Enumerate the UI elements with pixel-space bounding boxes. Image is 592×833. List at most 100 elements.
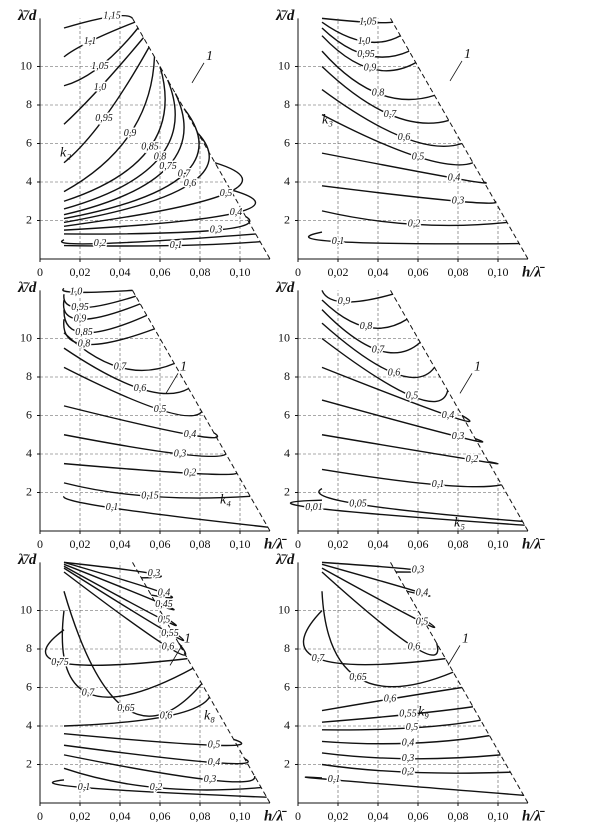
boundary-line bbox=[132, 290, 271, 532]
contour-line bbox=[321, 752, 501, 760]
y-tick-label: 6 bbox=[284, 135, 290, 149]
y-tick-label: 6 bbox=[284, 407, 290, 421]
contour-line bbox=[321, 114, 474, 166]
y-axis-label: λ̄/d bbox=[17, 8, 37, 24]
contour-label: 0,3 bbox=[452, 196, 465, 207]
x-tick-label: 0,08 bbox=[448, 537, 469, 551]
contour-label: 0,8 bbox=[78, 339, 91, 350]
x-tick-label: 0,10 bbox=[488, 809, 509, 823]
contour-line bbox=[321, 299, 408, 329]
x-tick-label: 0,08 bbox=[190, 809, 211, 823]
boundary-label: 1 bbox=[184, 632, 191, 647]
contour-line bbox=[62, 299, 141, 320]
leader-line bbox=[449, 60, 463, 82]
x-tick-label: 0,04 bbox=[368, 265, 389, 279]
x-tick-label: 0,10 bbox=[230, 809, 251, 823]
coefficient-label: k₉ bbox=[418, 705, 429, 720]
x-tick-label: 0,04 bbox=[368, 537, 389, 551]
contour-line bbox=[321, 185, 497, 204]
boundary-label: 1 bbox=[462, 632, 469, 647]
x-tick-label: 0,08 bbox=[190, 537, 211, 551]
contour-line bbox=[289, 499, 525, 526]
contour-label: 0,7 bbox=[82, 688, 96, 699]
y-tick-label: 8 bbox=[284, 369, 290, 383]
contour-line bbox=[321, 337, 449, 403]
leader-line bbox=[191, 62, 205, 84]
contour-label: 0,5 bbox=[154, 404, 167, 415]
contour-line bbox=[321, 399, 484, 443]
y-tick-label: 8 bbox=[26, 641, 32, 655]
contour-line bbox=[63, 462, 238, 476]
contour-line bbox=[63, 567, 185, 642]
contour-line bbox=[321, 290, 393, 303]
contour-line bbox=[302, 610, 446, 666]
leader-line bbox=[447, 645, 461, 666]
contour-line bbox=[63, 93, 185, 216]
x-tick-label: 0,04 bbox=[110, 265, 131, 279]
contour-line bbox=[63, 565, 177, 627]
contour-label: 0,2 bbox=[408, 219, 421, 230]
boundary-line bbox=[390, 18, 529, 260]
contour-label: 0,2 bbox=[150, 782, 163, 793]
contour-label: 0,3 bbox=[402, 753, 415, 764]
contour-label: 1,15 bbox=[103, 11, 121, 22]
x-tick-label: 0 bbox=[295, 265, 301, 279]
y-tick-label: 2 bbox=[26, 484, 32, 498]
contour-label: 1,1 bbox=[84, 36, 97, 47]
contour-line bbox=[63, 294, 137, 309]
contour-line bbox=[321, 706, 474, 723]
y-tick-label: 10 bbox=[278, 58, 290, 72]
contour-line bbox=[321, 309, 421, 354]
contour-line bbox=[321, 719, 481, 731]
contour-label: 0,1 bbox=[106, 502, 119, 513]
y-tick-label: 2 bbox=[284, 484, 290, 498]
contour-label: 0,55 bbox=[399, 709, 417, 720]
x-tick-label: 0,02 bbox=[70, 537, 91, 551]
contour-line bbox=[63, 56, 156, 193]
contour-line bbox=[321, 468, 502, 488]
contour-label: 0,5 bbox=[416, 616, 429, 627]
contour-line bbox=[321, 322, 436, 379]
x-tick-label: 0,06 bbox=[150, 265, 171, 279]
contour-line bbox=[63, 319, 155, 346]
contour-label: 0,4 bbox=[184, 429, 197, 440]
x-tick-label: 0,04 bbox=[110, 537, 131, 551]
contour-line bbox=[63, 767, 262, 791]
boundary-line bbox=[132, 562, 271, 804]
coefficient-label: k₂ bbox=[60, 145, 71, 160]
y-tick-label: 2 bbox=[26, 212, 32, 226]
contour-line bbox=[63, 189, 257, 231]
y-tick-label: 10 bbox=[20, 58, 32, 72]
contour-line bbox=[51, 779, 267, 798]
contour-label: 0,3 bbox=[452, 431, 465, 442]
boundary-label: 1 bbox=[180, 360, 187, 375]
contour-line bbox=[63, 133, 210, 224]
contour-label: 1,05 bbox=[359, 17, 377, 28]
boundary-line bbox=[132, 18, 271, 260]
contour-label: 1,0 bbox=[358, 36, 371, 47]
y-tick-label: 6 bbox=[284, 679, 290, 693]
x-tick-label: 0,06 bbox=[150, 537, 171, 551]
contour-label: 0,1 bbox=[78, 782, 91, 793]
contour-label: 0,3 bbox=[210, 224, 223, 235]
contour-label: 0,7 bbox=[384, 109, 398, 120]
contour-label: 0,8 bbox=[360, 321, 373, 332]
x-axis-label: h/λ̄ bbox=[522, 264, 545, 280]
contour-label: 0,5 bbox=[220, 188, 233, 199]
contour-label: 0,4 bbox=[158, 587, 171, 598]
x-tick-label: 0,06 bbox=[408, 265, 429, 279]
x-tick-label: 0,10 bbox=[230, 265, 251, 279]
contour-line bbox=[63, 434, 227, 458]
contour-label: 0,65 bbox=[349, 672, 367, 683]
y-axis-label: λ̄/d bbox=[275, 8, 295, 24]
y-tick-label: 8 bbox=[26, 369, 32, 383]
y-tick-label: 4 bbox=[26, 446, 32, 460]
contour-label: 0,95 bbox=[95, 113, 113, 124]
coefficient-label: k₅ bbox=[454, 516, 465, 531]
contour-label: 0,6 bbox=[408, 641, 421, 652]
contour-line bbox=[63, 561, 162, 579]
contour-label: 0,5 bbox=[412, 151, 425, 162]
contour-line bbox=[61, 610, 194, 698]
contour-line bbox=[63, 696, 211, 727]
y-tick-label: 10 bbox=[20, 602, 32, 616]
